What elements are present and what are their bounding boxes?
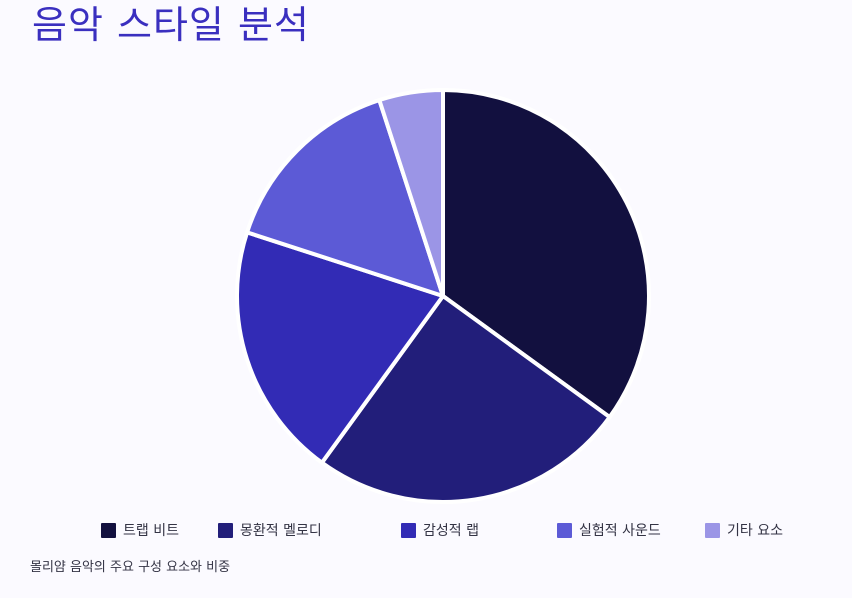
legend-label: 실험적 사운드 [579, 523, 661, 539]
legend-item-5[interactable]: 기타 요소 [705, 520, 783, 540]
chart-legend: 트랩 비트 몽환적 멜로디 감성적 랩 실험적 사운드 기타 요소 [0, 520, 852, 540]
legend-label: 기타 요소 [727, 523, 783, 539]
pie-slice-2[interactable] [319, 294, 612, 504]
pie-slice-3[interactable] [235, 230, 445, 465]
chart-caption: 몰리얌 음악의 주요 구성 요소와 비중 [30, 560, 231, 575]
pie-slice-1[interactable] [441, 88, 651, 420]
legend-swatch [705, 522, 720, 538]
legend-swatch [557, 522, 572, 538]
legend-item-2[interactable]: 몽환적 멜로디 [218, 520, 322, 540]
legend-label: 트랩 비트 [123, 523, 179, 539]
legend-label: 몽환적 멜로디 [240, 523, 322, 539]
legend-label: 감성적 랩 [423, 523, 479, 539]
legend-swatch [101, 522, 116, 538]
legend-item-4[interactable]: 실험적 사운드 [557, 520, 661, 540]
pie-slice-5[interactable] [377, 88, 445, 298]
legend-swatch [218, 522, 233, 538]
legend-item-3[interactable]: 감성적 랩 [401, 520, 479, 540]
chart-title: 음악 스타일 분석 [32, 3, 310, 47]
legend-item-1[interactable]: 트랩 비트 [101, 520, 179, 540]
legend-swatch [401, 522, 416, 538]
